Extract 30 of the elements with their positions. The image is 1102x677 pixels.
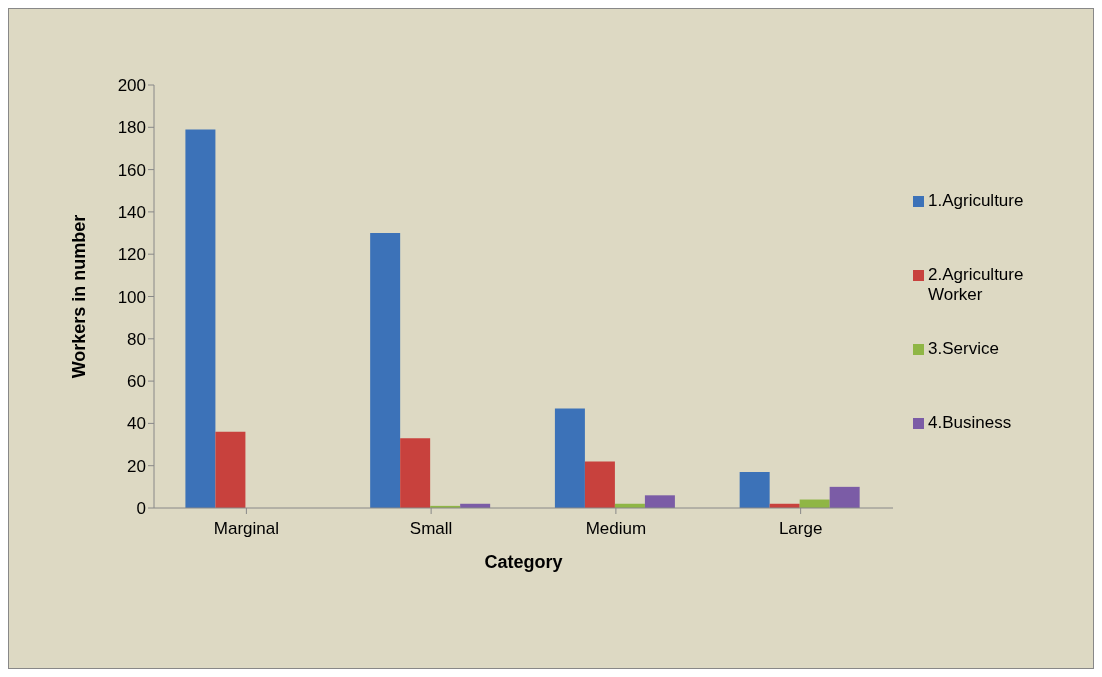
legend-label: 4.Business: [928, 412, 1013, 433]
bar: [584, 461, 615, 508]
x-axis-title: Category: [484, 552, 563, 572]
bar: [185, 129, 216, 508]
y-tick-label: 200: [117, 76, 146, 96]
bar: [215, 431, 246, 508]
y-tick-label: 180: [117, 118, 146, 138]
y-axis-title: Workers in number: [69, 214, 90, 379]
x-tick-label: Marginal: [213, 519, 279, 539]
y-tick-label: 0: [136, 499, 146, 519]
y-tick-label: 40: [127, 414, 146, 434]
y-tick-label: 60: [127, 372, 146, 392]
x-tick-label: Small: [409, 519, 453, 539]
bar: [400, 438, 431, 508]
bar: [739, 472, 770, 508]
x-tick-label: Medium: [585, 519, 647, 539]
y-tick-label: 80: [127, 329, 146, 349]
y-tick-label: 160: [117, 160, 146, 180]
y-tick-label: 120: [117, 245, 146, 265]
legend-label: 1.Agriculture: [928, 190, 1025, 211]
legend-label: 2.Agriculture Worker: [928, 264, 1025, 305]
y-tick-label: 100: [117, 287, 146, 307]
legend-label: 3.Service: [928, 338, 1000, 359]
x-tick-label: Large: [778, 519, 823, 539]
bar: [554, 408, 585, 508]
y-tick-label: 20: [127, 456, 146, 476]
bar: [644, 495, 675, 508]
bar: [829, 486, 860, 508]
bar: [370, 233, 401, 508]
y-tick-label: 140: [117, 202, 146, 222]
